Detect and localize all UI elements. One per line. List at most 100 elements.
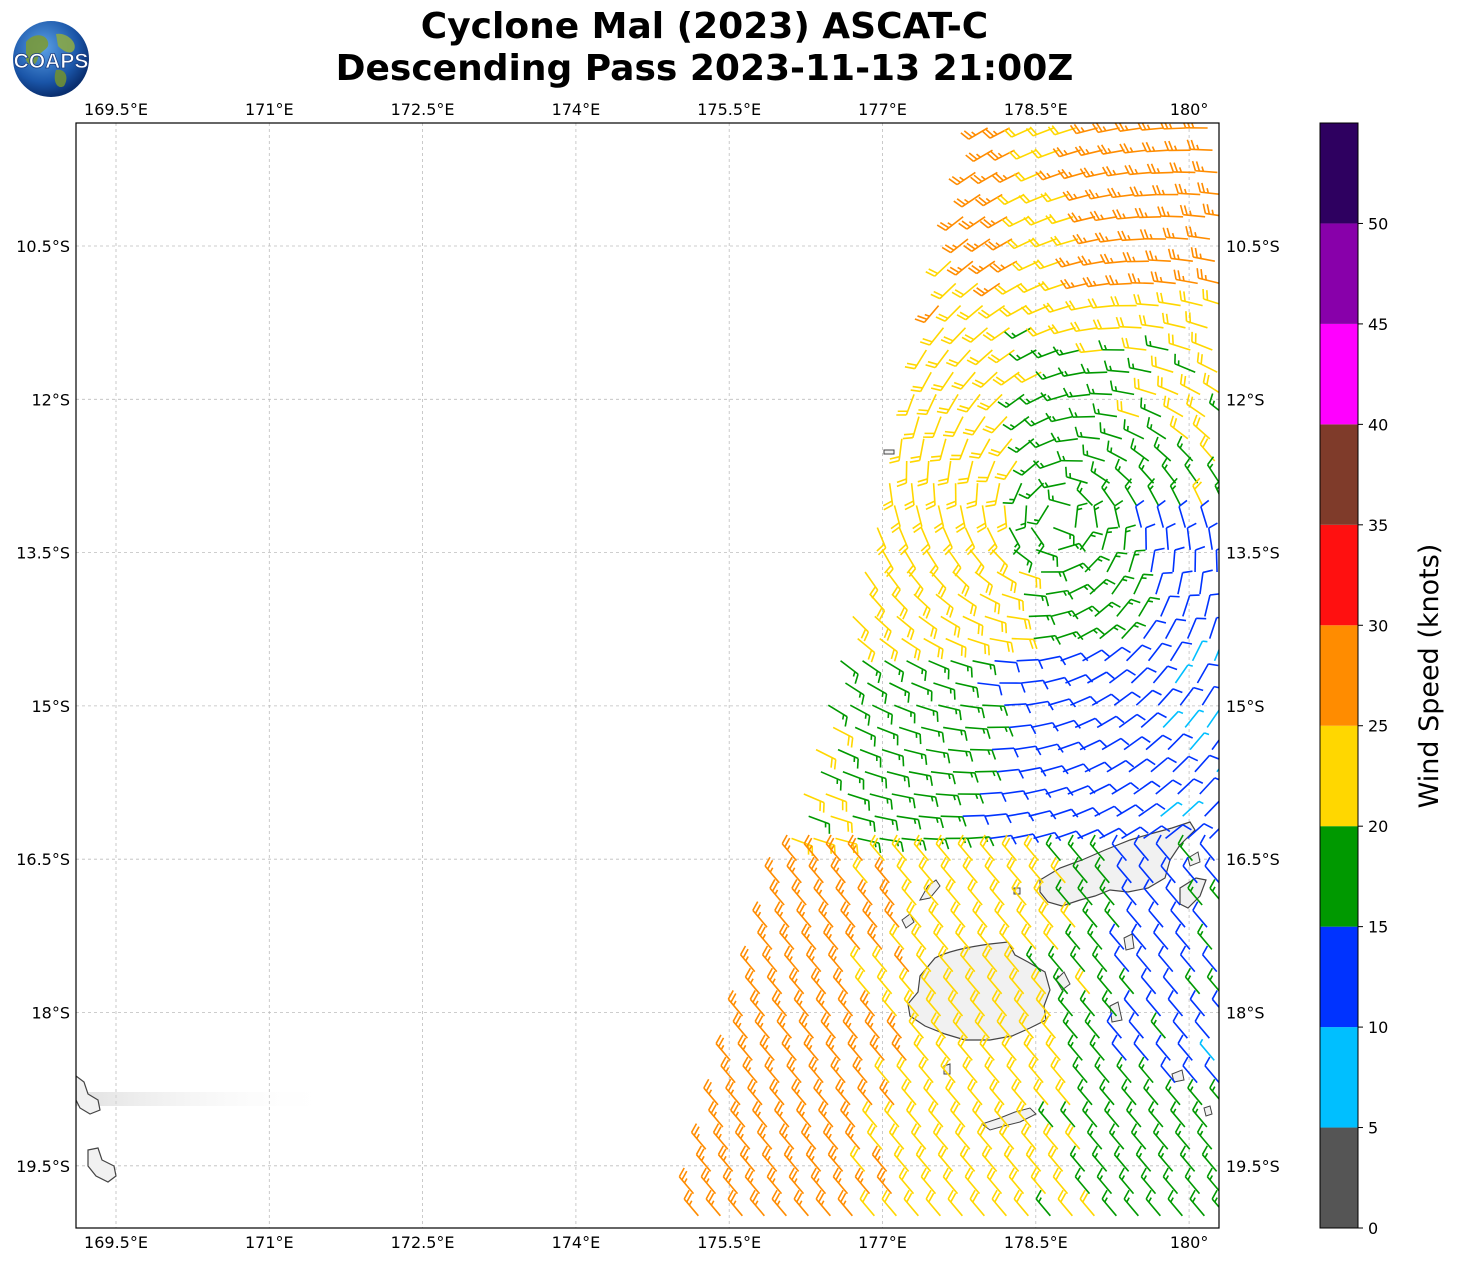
wind-barb bbox=[1167, 990, 1184, 1017]
wind-barb bbox=[1134, 207, 1162, 219]
wind-barb bbox=[1101, 526, 1118, 551]
wind-barb bbox=[929, 438, 947, 462]
wind-barb bbox=[788, 1167, 805, 1195]
wind-barb bbox=[1146, 163, 1174, 174]
wind-barb bbox=[1072, 233, 1101, 245]
wind-barb bbox=[1135, 689, 1162, 706]
wind-barb bbox=[801, 923, 817, 950]
wind-barb bbox=[1197, 923, 1213, 950]
wind-barb bbox=[854, 967, 871, 995]
wind-barb bbox=[1187, 879, 1203, 906]
wind-barb bbox=[876, 1167, 893, 1195]
wind-barb bbox=[1186, 139, 1213, 151]
wind-barb bbox=[915, 945, 932, 973]
wind-barb bbox=[901, 637, 921, 661]
wind-barb bbox=[1021, 679, 1049, 690]
wind-barb bbox=[1182, 1056, 1198, 1084]
wind-barb bbox=[778, 1123, 795, 1150]
wind-barb bbox=[1077, 627, 1106, 640]
wind-barb bbox=[1206, 1167, 1219, 1192]
lat-labels-right: 10.5°S 12°S 13.5°S 15°S 16.5°S 18°S 19.5°S bbox=[1226, 237, 1280, 1176]
wind-barb bbox=[965, 726, 991, 739]
wind-barb bbox=[879, 837, 904, 852]
wind-barb bbox=[1057, 741, 1086, 751]
wind-barb bbox=[976, 460, 996, 483]
colorbar-ticks: 0 5 10 15 20 25 30 35 40 45 50 bbox=[1358, 214, 1388, 1238]
wind-barb bbox=[1139, 229, 1166, 240]
wind-barb bbox=[1165, 1078, 1181, 1106]
wind-barb bbox=[1160, 1056, 1176, 1084]
wind-barb bbox=[830, 815, 853, 833]
wind-barb bbox=[1030, 527, 1045, 555]
lat-tick-label-right: 10.5°S bbox=[1226, 237, 1280, 256]
wind-barb bbox=[1121, 337, 1147, 351]
wind-barb bbox=[722, 1167, 739, 1195]
wind-barb bbox=[1068, 407, 1095, 418]
wind-barb bbox=[864, 1012, 881, 1039]
wind-barb bbox=[683, 1189, 699, 1217]
wind-barb bbox=[1157, 688, 1183, 706]
wind-barb bbox=[1164, 618, 1187, 639]
wind-barb bbox=[999, 304, 1027, 317]
wind-barb bbox=[1101, 737, 1130, 751]
wind-barb bbox=[1040, 392, 1069, 402]
wind-barb bbox=[1087, 671, 1115, 684]
wind-barb bbox=[918, 815, 944, 829]
wind-barb bbox=[976, 1123, 993, 1150]
wind-barb bbox=[906, 901, 922, 928]
wind-barb bbox=[1106, 551, 1128, 573]
wind-barb bbox=[912, 505, 923, 534]
wind-barb bbox=[1075, 342, 1103, 354]
wind-barb bbox=[1138, 802, 1166, 817]
wind-barb bbox=[1115, 316, 1142, 329]
lon-tick-label-top: 171°E bbox=[245, 100, 294, 119]
wind-barb bbox=[1140, 967, 1157, 995]
wind-barb bbox=[1033, 1078, 1049, 1106]
wind-barb bbox=[1079, 990, 1096, 1017]
wind-barb bbox=[913, 793, 939, 808]
wind-barb bbox=[1155, 779, 1182, 795]
wind-barb bbox=[908, 1012, 925, 1039]
wind-barb bbox=[1094, 232, 1123, 243]
wind-barb bbox=[976, 505, 987, 533]
wind-barb bbox=[1138, 1056, 1154, 1084]
wind-barb bbox=[1155, 834, 1172, 862]
wind-barb bbox=[1126, 1101, 1142, 1128]
wind-barb bbox=[1030, 349, 1059, 359]
wind-barb bbox=[867, 923, 883, 950]
wind-barb bbox=[1056, 450, 1083, 462]
wind-barb bbox=[957, 460, 974, 485]
wind-barb bbox=[972, 660, 997, 676]
wind-barb bbox=[1002, 482, 1023, 505]
wind-barb bbox=[1172, 755, 1199, 773]
wind-barb bbox=[1127, 357, 1152, 373]
wind-barb bbox=[781, 1034, 797, 1061]
wind-barb bbox=[1145, 1189, 1161, 1217]
wind-barb bbox=[1101, 990, 1118, 1017]
wind-barb bbox=[852, 856, 868, 884]
wind-barb bbox=[1018, 571, 1042, 589]
wind-barb bbox=[1047, 1145, 1064, 1172]
lat-tick-label-left: 10.5°S bbox=[16, 237, 70, 256]
wind-barb bbox=[1028, 1056, 1044, 1084]
wind-barb bbox=[854, 726, 876, 747]
wind-barb bbox=[1060, 901, 1076, 928]
wind-barb bbox=[1053, 526, 1075, 546]
wind-barb bbox=[1201, 1145, 1218, 1172]
wind-barb bbox=[849, 945, 866, 973]
wind-barb bbox=[956, 304, 984, 321]
island-small-5 bbox=[1055, 971, 1071, 991]
wind-barb bbox=[977, 923, 993, 950]
wind-barb bbox=[951, 371, 976, 390]
wind-barb bbox=[1113, 499, 1124, 528]
wind-barb bbox=[844, 1123, 861, 1150]
wind-barb bbox=[1084, 189, 1113, 200]
wind-barb bbox=[1050, 1056, 1066, 1084]
wind-barb bbox=[1079, 167, 1108, 178]
wind-barb bbox=[935, 593, 954, 618]
wind-barb bbox=[1013, 549, 1033, 573]
wind-barb bbox=[972, 282, 1001, 297]
wind-barb bbox=[1222, 777, 1245, 794]
wind-barb bbox=[844, 682, 865, 705]
wind-barb bbox=[1002, 415, 1030, 431]
